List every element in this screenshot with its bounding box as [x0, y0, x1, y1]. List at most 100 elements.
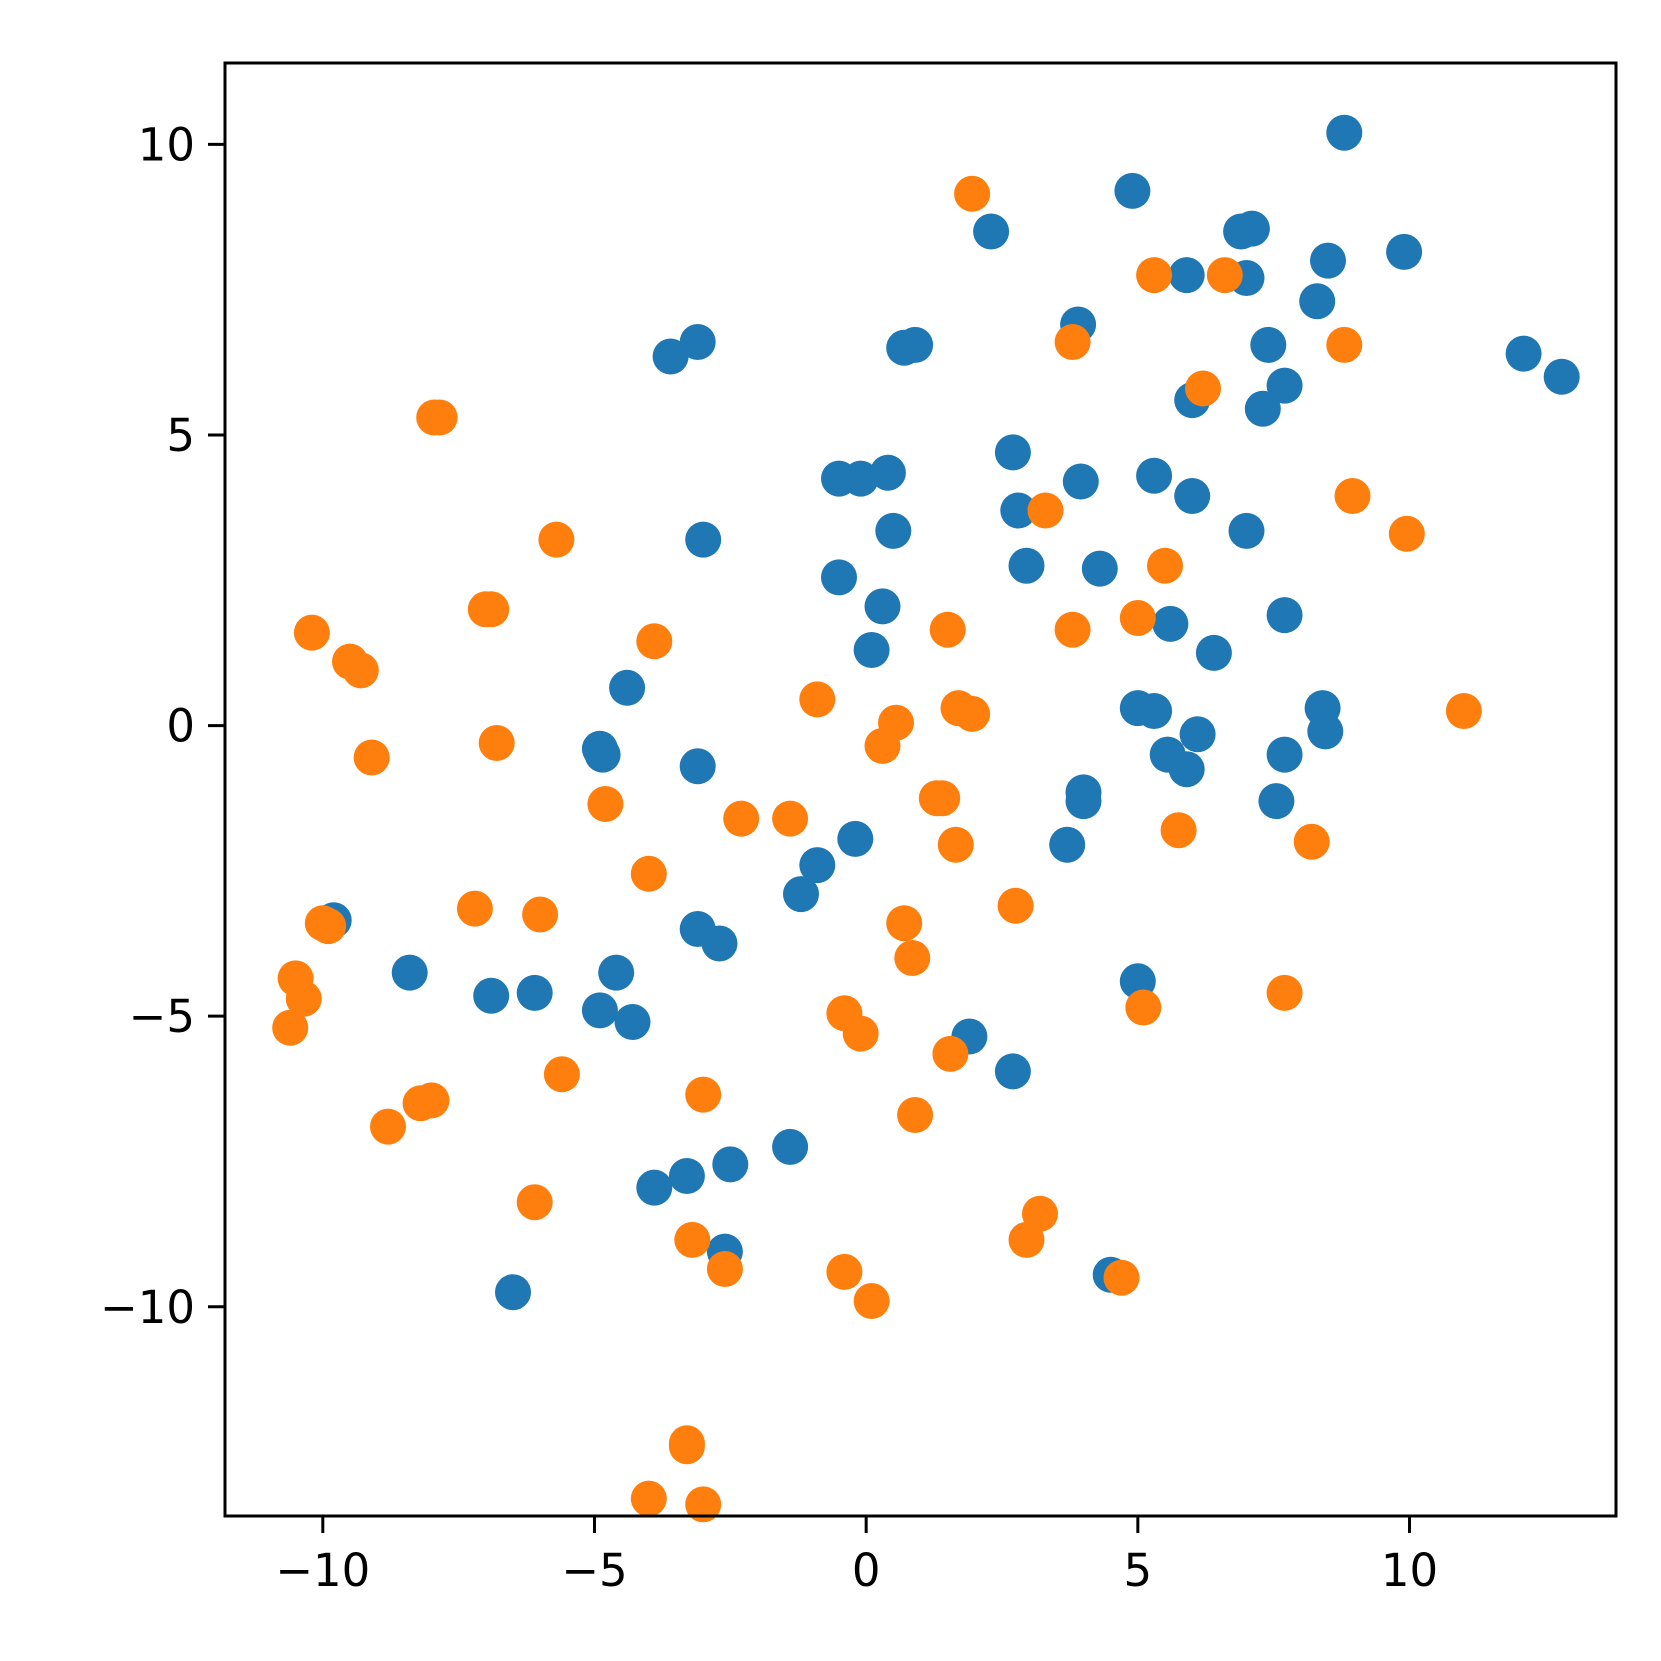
data-point-series-2-8 [421, 399, 458, 436]
data-point-series-1-54 [1065, 783, 1102, 820]
data-point-series-2-71 [630, 1480, 667, 1517]
data-point-series-2-9 [1027, 492, 1064, 529]
y-tick-label: −10 [100, 1281, 195, 1334]
data-point-series-1-15 [652, 338, 689, 375]
data-point-series-1-64 [598, 954, 635, 991]
data-point-series-1-40 [1195, 634, 1232, 671]
data-point-series-2-10 [1334, 478, 1371, 514]
data-point-series-1-74 [668, 1158, 705, 1194]
data-point-series-2-50 [1125, 989, 1162, 1026]
data-point-series-1-30 [875, 512, 912, 549]
data-point-series-2-64 [674, 1221, 711, 1258]
data-point-series-2-30 [353, 739, 390, 776]
data-point-series-2-68 [1103, 1259, 1140, 1296]
data-point-series-1-66 [516, 974, 553, 1011]
data-point-series-1-34 [1081, 550, 1118, 587]
data-point-series-2-63 [1008, 1221, 1045, 1258]
data-point-series-1-41 [609, 669, 646, 706]
x-axis-ticks: −10 −5 0 5 10 [275, 1516, 1438, 1597]
data-point-series-2-46 [894, 940, 931, 976]
data-point-series-2-36 [1160, 812, 1197, 849]
data-point-series-1-12 [1250, 326, 1287, 363]
data-point-series-1-72 [772, 1128, 809, 1165]
y-axis-ticks: −10 −5 0 5 10 [100, 118, 225, 1334]
data-point-series-2-22 [342, 652, 379, 689]
data-point-series-2-38 [1293, 823, 1330, 860]
data-point-series-1-57 [1049, 826, 1086, 863]
data-point-series-1-51 [1266, 736, 1303, 773]
data-point-series-2-72 [685, 1486, 722, 1523]
points-layer [272, 114, 1580, 1523]
data-point-series-1-45 [1307, 713, 1344, 750]
data-point-series-1-3 [973, 213, 1010, 250]
data-point-series-1-68 [614, 1004, 651, 1040]
data-point-series-2-43 [886, 905, 923, 942]
plot-area-frame [223, 61, 1618, 1518]
data-point-series-1-65 [473, 977, 510, 1014]
data-point-series-1-67 [581, 992, 618, 1029]
data-point-series-1-73 [712, 1146, 749, 1183]
y-tick-label: −5 [129, 990, 195, 1043]
data-point-series-1-24 [842, 460, 879, 497]
data-point-series-2-12 [538, 521, 575, 558]
data-point-series-1-62 [701, 925, 738, 962]
data-point-series-2-66 [826, 1253, 863, 1290]
data-point-series-2-41 [522, 896, 559, 933]
data-point-series-2-29 [864, 727, 901, 764]
data-point-series-1-48 [584, 736, 621, 773]
data-point-series-1-16 [679, 324, 716, 360]
data-point-series-1-13 [1505, 335, 1542, 372]
data-point-series-2-45 [310, 908, 347, 945]
data-point-series-2-20 [636, 623, 673, 660]
data-point-series-1-27 [1136, 457, 1173, 494]
data-point-series-2-23 [799, 681, 836, 718]
x-tick-label: −5 [561, 1544, 627, 1597]
data-point-series-1-63 [391, 954, 428, 991]
data-point-series-1-55 [1258, 783, 1295, 820]
data-point-series-2-3 [1206, 257, 1243, 294]
data-point-series-1-18 [897, 326, 934, 363]
x-tick-label: 10 [1381, 1544, 1438, 1597]
data-point-series-2-19 [1119, 600, 1156, 636]
x-tick-label: 0 [852, 1544, 881, 1597]
data-point-series-1-37 [1152, 605, 1189, 642]
data-point-series-2-39 [630, 855, 667, 892]
data-point-series-1-1 [1326, 114, 1363, 151]
data-point-series-2-55 [543, 1056, 580, 1093]
data-point-series-2-58 [413, 1082, 450, 1119]
data-point-series-1-22 [994, 434, 1031, 471]
data-point-series-1-31 [1228, 512, 1265, 549]
data-point-series-1-36 [864, 588, 901, 625]
data-point-series-2-32 [924, 780, 961, 817]
data-point-series-2-28 [478, 725, 515, 761]
data-point-series-1-14 [1543, 358, 1580, 395]
data-point-series-1-56 [837, 820, 874, 857]
data-point-series-1-20 [1244, 390, 1281, 427]
x-tick-label: 5 [1124, 1544, 1153, 1597]
data-point-series-2-26 [1445, 693, 1482, 729]
data-point-series-2-6 [1185, 370, 1221, 407]
data-point-series-2-1 [954, 175, 991, 212]
data-point-series-2-54 [932, 1035, 969, 1072]
data-point-series-1-21 [1266, 367, 1303, 404]
data-point-series-1-35 [821, 559, 857, 596]
data-point-series-1-32 [685, 521, 722, 558]
data-point-series-1-52 [679, 748, 716, 785]
data-point-series-2-16 [293, 614, 330, 651]
data-point-series-1-7 [1386, 233, 1423, 270]
x-tick-label: −10 [275, 1544, 370, 1597]
data-point-series-2-70 [668, 1428, 705, 1465]
data-point-series-1-29 [1000, 492, 1037, 529]
data-point-series-2-13 [1147, 547, 1183, 584]
y-tick-label: 0 [166, 700, 195, 753]
data-point-series-1-6 [1310, 242, 1346, 279]
data-point-series-2-52 [842, 1015, 879, 1052]
data-point-series-1-58 [799, 847, 836, 884]
data-point-series-2-5 [1326, 326, 1363, 363]
data-point-series-2-61 [516, 1184, 553, 1221]
data-point-series-1-50 [1168, 751, 1205, 788]
data-point-series-2-17 [929, 611, 966, 648]
data-point-series-2-34 [723, 800, 760, 837]
data-point-series-1-10 [1299, 283, 1336, 320]
